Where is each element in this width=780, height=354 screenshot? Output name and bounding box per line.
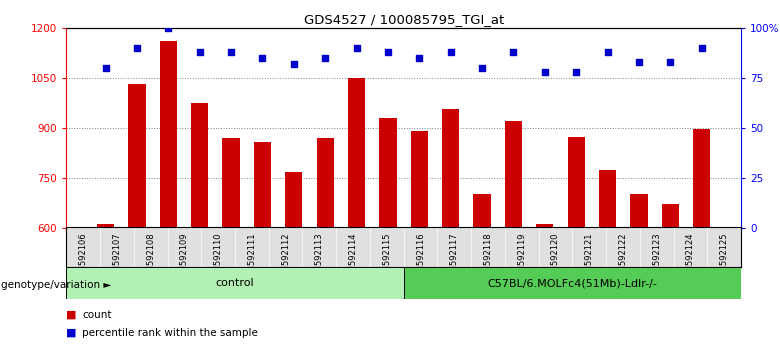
Bar — [160, 41, 177, 228]
Bar — [473, 194, 491, 228]
Bar — [411, 131, 428, 228]
Text: GSM592125: GSM592125 — [720, 233, 729, 283]
Bar — [442, 109, 459, 228]
Bar — [222, 138, 239, 228]
Title: GDS4527 / 100085795_TGI_at: GDS4527 / 100085795_TGI_at — [303, 13, 504, 26]
Bar — [317, 138, 334, 228]
Text: percentile rank within the sample: percentile rank within the sample — [82, 328, 257, 338]
Point — [381, 50, 394, 55]
Point — [633, 59, 645, 65]
Bar — [348, 78, 365, 228]
Point — [664, 59, 676, 65]
Bar — [129, 84, 146, 228]
Text: GSM592121: GSM592121 — [585, 233, 594, 283]
Text: GSM592120: GSM592120 — [551, 233, 560, 283]
Point — [539, 69, 551, 75]
Point — [445, 50, 457, 55]
Bar — [630, 194, 647, 228]
Text: GSM592107: GSM592107 — [112, 233, 122, 283]
Bar — [191, 103, 208, 228]
Point — [413, 56, 426, 61]
Text: ■: ■ — [66, 328, 76, 338]
Text: GSM592112: GSM592112 — [281, 233, 290, 283]
Point — [162, 25, 175, 31]
Text: GSM592116: GSM592116 — [416, 233, 425, 283]
Bar — [379, 118, 396, 228]
Point — [131, 46, 144, 51]
Text: GSM592113: GSM592113 — [315, 233, 324, 283]
Text: GSM592119: GSM592119 — [517, 233, 526, 283]
Text: GSM592124: GSM592124 — [686, 233, 695, 283]
Bar — [97, 224, 114, 228]
Text: GSM592122: GSM592122 — [619, 233, 627, 283]
Text: count: count — [82, 310, 112, 320]
Point — [476, 65, 488, 71]
Point — [507, 50, 519, 55]
Bar — [285, 172, 303, 228]
Bar — [693, 129, 711, 228]
Bar — [404, 267, 741, 299]
Text: GSM592109: GSM592109 — [180, 233, 189, 283]
Bar — [536, 224, 554, 228]
Point — [99, 65, 112, 71]
Point — [696, 46, 708, 51]
Bar — [505, 121, 522, 228]
Bar — [599, 170, 616, 228]
Text: GSM592114: GSM592114 — [349, 233, 357, 283]
Text: ■: ■ — [66, 310, 76, 320]
Text: C57BL/6.MOLFc4(51Mb)-Ldlr-/-: C57BL/6.MOLFc4(51Mb)-Ldlr-/- — [488, 278, 658, 288]
Text: GSM592111: GSM592111 — [247, 233, 257, 283]
Text: GSM592117: GSM592117 — [450, 233, 459, 283]
Text: GSM592115: GSM592115 — [382, 233, 392, 283]
Text: GSM592110: GSM592110 — [214, 233, 222, 283]
Point — [225, 50, 237, 55]
Bar — [661, 204, 679, 228]
Point — [601, 50, 614, 55]
Point — [570, 69, 583, 75]
Text: GSM592118: GSM592118 — [484, 233, 492, 283]
Point — [256, 56, 268, 61]
Text: GSM592123: GSM592123 — [652, 233, 661, 283]
Point — [288, 62, 300, 67]
Point — [350, 46, 363, 51]
Bar — [568, 137, 585, 228]
Text: control: control — [215, 278, 254, 288]
Text: GSM592108: GSM592108 — [146, 233, 155, 283]
Bar — [66, 267, 404, 299]
Point — [319, 56, 332, 61]
Bar — [254, 142, 271, 228]
Point — [193, 50, 206, 55]
Text: GSM592106: GSM592106 — [79, 233, 87, 283]
Text: genotype/variation ►: genotype/variation ► — [1, 280, 112, 290]
